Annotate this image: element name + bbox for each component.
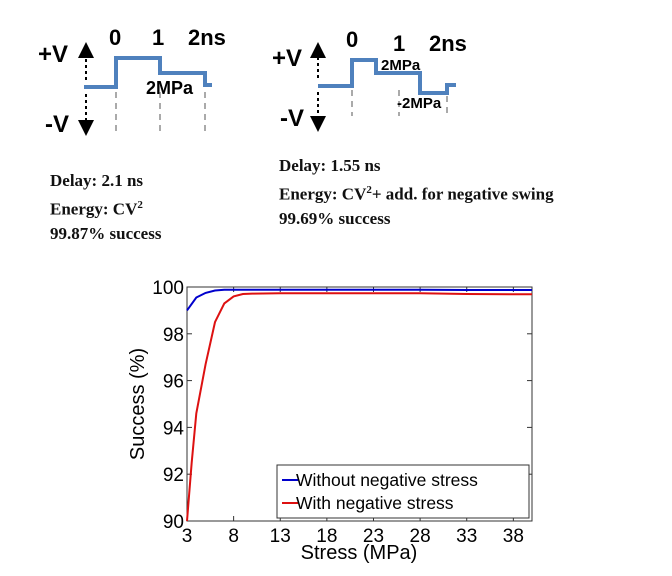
time-label-0: 0 xyxy=(109,25,121,50)
time-label-0: 0 xyxy=(346,27,358,52)
time-label-1: 1 xyxy=(393,31,405,56)
waveform-left: +V -V 0 1 2ns 2MPa xyxy=(38,25,226,138)
energy-text: Energy: CV2 xyxy=(50,193,161,222)
energy-prefix: Energy: CV xyxy=(50,199,138,219)
stress-label: 2MPa xyxy=(146,78,194,98)
stress-label-positive: 2MPa xyxy=(381,57,421,74)
legend-label-without: Without negative stress xyxy=(296,470,478,490)
y-tick-label: 98 xyxy=(163,325,184,346)
notes-right: Delay: 1.55 ns Energy: CV2+ add. for neg… xyxy=(279,154,554,231)
time-label-2ns: 2ns xyxy=(188,25,226,50)
legend: Without negative stress With negative st… xyxy=(276,464,530,519)
waveform-right: +V -V 0 1 2ns 2MPa -2MPa xyxy=(272,27,467,132)
waveform-left-line xyxy=(84,56,212,89)
delay-text: Delay: 2.1 ns xyxy=(50,171,144,190)
x-tick-label: 23 xyxy=(363,526,384,547)
energy-text: Energy: CV2+ add. for negative swing xyxy=(279,178,554,207)
legend-label-with: With negative stress xyxy=(296,493,454,513)
x-tick-label: 18 xyxy=(316,526,337,547)
legend-box xyxy=(276,464,530,519)
y-tick-label: 96 xyxy=(163,372,184,393)
energy-superscript: 2 xyxy=(137,199,143,211)
minus-v-label: -V xyxy=(280,105,304,132)
waveform-right-line xyxy=(318,58,456,95)
delay-text: Delay: 1.55 ns xyxy=(279,156,381,175)
success-text: 99.87% success xyxy=(50,223,162,243)
y-tick-label: 94 xyxy=(163,418,185,439)
x-axis-label: Stress (MPa) xyxy=(301,542,418,564)
plus-v-label: +V xyxy=(38,41,68,68)
minus-v-label: -V xyxy=(45,111,69,138)
series-line-with-negative-stress xyxy=(186,292,532,522)
x-tick-label: 28 xyxy=(410,526,431,547)
series-layer xyxy=(186,288,532,522)
series-line-without-negative-stress xyxy=(186,288,532,311)
energy-suffix: + add. for negative swing xyxy=(371,184,554,204)
x-tick-label: 13 xyxy=(270,526,291,547)
y-axis-label: Success (%) xyxy=(127,348,149,460)
x-tick-label: 38 xyxy=(503,526,524,547)
plus-v-label: +V xyxy=(272,45,302,72)
y-tick-label: 100 xyxy=(152,278,184,299)
stress-label-negative: -2MPa xyxy=(397,95,442,112)
energy-superscript: 2 xyxy=(366,184,372,196)
x-tick-label: 8 xyxy=(228,526,239,547)
time-label-2ns: 2ns xyxy=(429,31,467,56)
x-tick-label: 3 xyxy=(182,526,193,547)
success-text: 99.69% success xyxy=(279,208,391,228)
time-label-1: 1 xyxy=(152,25,164,50)
y-tick-label: 92 xyxy=(163,465,184,486)
x-tick-label: 33 xyxy=(456,526,477,547)
energy-prefix: Energy: CV xyxy=(279,184,367,204)
notes-left: Delay: 2.1 ns Energy: CV2 99.87% success xyxy=(50,169,161,246)
y-tick-label: 90 xyxy=(163,512,184,533)
